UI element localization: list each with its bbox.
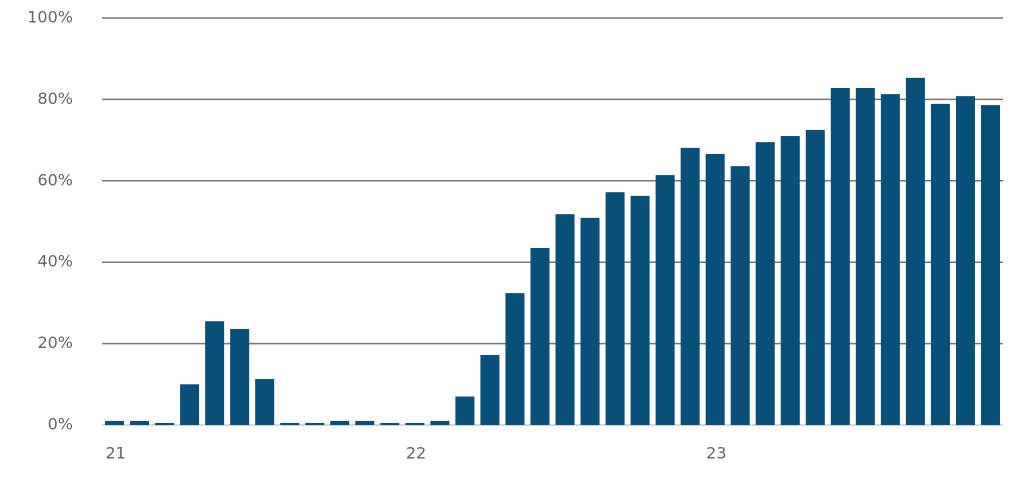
bar xyxy=(105,420,125,425)
bar xyxy=(705,153,725,426)
bar xyxy=(630,195,650,425)
bar xyxy=(580,217,600,425)
bar xyxy=(555,214,575,425)
bar xyxy=(880,94,900,425)
bar xyxy=(130,420,150,425)
bar xyxy=(680,147,700,425)
bar xyxy=(180,384,200,425)
bar xyxy=(255,379,275,425)
bar xyxy=(730,166,750,425)
bar xyxy=(905,77,925,425)
bar xyxy=(355,420,375,425)
bar xyxy=(330,420,350,425)
bar xyxy=(930,103,950,425)
bar xyxy=(380,422,400,425)
bar xyxy=(805,129,825,426)
bar xyxy=(755,142,775,425)
bar xyxy=(980,105,1000,426)
y-tick-label: 100% xyxy=(27,8,73,27)
bar xyxy=(530,247,550,425)
bar xyxy=(605,192,625,425)
bar xyxy=(955,96,975,426)
bar xyxy=(405,422,425,425)
bar xyxy=(155,422,175,425)
y-tick-label: 80% xyxy=(37,89,73,108)
y-tick-label: 40% xyxy=(37,252,73,271)
bar xyxy=(830,88,850,425)
y-tick-label: 20% xyxy=(37,333,73,352)
bar xyxy=(455,396,475,425)
bar xyxy=(505,293,525,425)
y-tick-label: 0% xyxy=(48,415,73,434)
bar xyxy=(655,175,675,425)
bar xyxy=(305,422,325,425)
bar xyxy=(430,420,450,425)
bar xyxy=(855,88,875,425)
bar xyxy=(780,136,800,425)
x-tick-label: 21 xyxy=(106,444,126,463)
y-tick-label: 60% xyxy=(37,170,73,189)
bar xyxy=(480,354,500,425)
x-tick-label: 22 xyxy=(406,444,426,463)
bar xyxy=(205,321,225,425)
bar xyxy=(230,328,250,425)
bar xyxy=(280,422,300,425)
x-tick-label: 23 xyxy=(706,444,726,463)
